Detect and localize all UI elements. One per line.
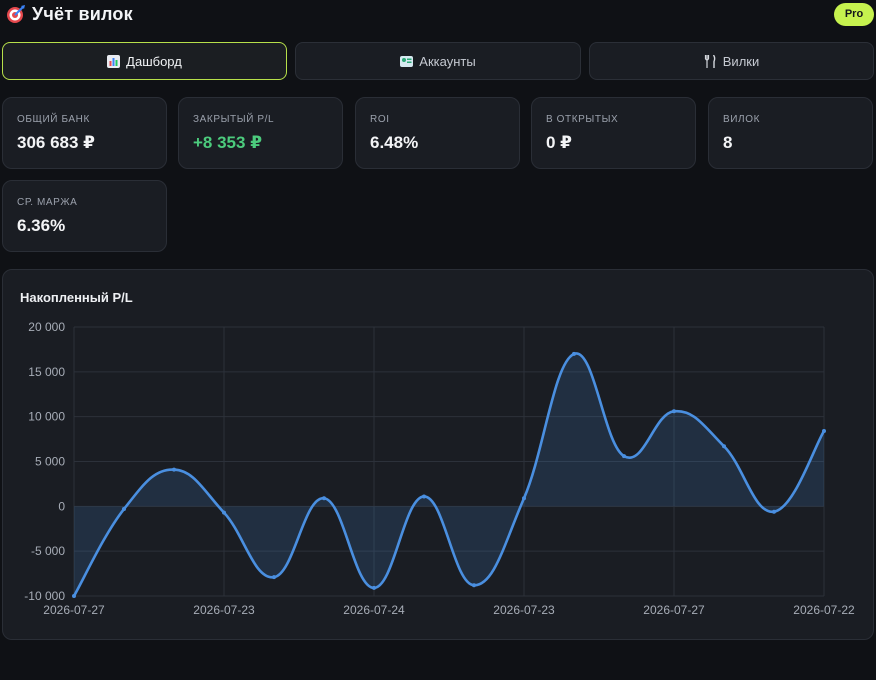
x-tick-label: 2026-07-24 (343, 603, 405, 617)
tab-accounts[interactable]: Аккаунты (295, 42, 581, 80)
stat-label: Ср. маржа (17, 197, 78, 208)
data-point[interactable] (372, 585, 376, 590)
stat-value: 306 683 ₽ (17, 133, 96, 152)
data-point[interactable] (272, 575, 276, 580)
data-point[interactable] (822, 429, 826, 434)
app-header: Учёт вилок Pro (0, 0, 876, 30)
y-tick-label: 15 000 (28, 365, 65, 379)
series-line (72, 352, 826, 597)
data-point[interactable] (672, 409, 676, 414)
x-tick-label: 2026-07-27 (643, 603, 705, 617)
app-title: Учёт вилок (32, 4, 133, 24)
y-tick-label: 5 000 (35, 455, 65, 469)
data-point[interactable] (572, 351, 576, 356)
data-point[interactable] (222, 510, 226, 515)
tab-forks-label: Вилки (722, 53, 760, 69)
stat-value: 0 ₽ (546, 133, 573, 152)
stat-card-avg-margin: Ср. маржа 6.36% (2, 180, 167, 252)
y-tick-label: 10 000 (28, 410, 65, 424)
data-point[interactable] (172, 467, 176, 472)
x-tick-label: 2026-07-27 (43, 603, 105, 617)
data-point[interactable] (322, 496, 326, 501)
target-icon (7, 5, 25, 23)
stat-value: +8 353 ₽ (193, 133, 263, 152)
tab-forks[interactable]: Вилки (589, 42, 874, 80)
x-tick-label: 2026-07-22 (793, 603, 855, 617)
stat-value: 6.36% (17, 216, 66, 235)
y-tick-label: -5 000 (31, 544, 65, 558)
pro-badge[interactable]: Pro (834, 3, 874, 26)
tab-dashboard-label: Дашборд (126, 53, 182, 69)
stat-label: ROI (370, 114, 390, 125)
chart-title: Накопленный P/L (20, 290, 133, 305)
x-tick-label: 2026-07-23 (493, 603, 555, 617)
series-area-fill (74, 353, 824, 596)
x-tick-label: 2026-07-23 (193, 603, 255, 617)
stat-label: Вилок (723, 114, 761, 125)
stat-card-open: В открытых 0 ₽ (531, 97, 696, 169)
data-point[interactable] (772, 509, 776, 514)
tab-accounts-label: Аккаунты (419, 53, 476, 69)
stat-value: 8 (723, 133, 733, 152)
fork-knife-icon (704, 54, 716, 68)
stat-label: В открытых (546, 114, 619, 125)
y-tick-label: 20 000 (28, 320, 65, 334)
stat-label: Закрытый P/L (193, 114, 275, 125)
data-point[interactable] (72, 594, 76, 598)
data-point[interactable] (722, 444, 726, 449)
stat-label: Общий банк (17, 114, 90, 125)
stat-card-roi: ROI 6.48% (355, 97, 520, 169)
stat-card-closed-pl: Закрытый P/L +8 353 ₽ (178, 97, 343, 169)
data-point[interactable] (522, 496, 526, 501)
data-point[interactable] (622, 454, 626, 459)
pl-chart-panel: Накопленный P/L 20 000 15 000 10 000 5 000 0… (2, 269, 874, 640)
y-tick-label: -10 000 (24, 589, 65, 603)
stat-card-forks-count: Вилок 8 (708, 97, 873, 169)
bar-chart-icon (107, 54, 121, 68)
data-point[interactable] (122, 507, 126, 512)
data-point[interactable] (422, 494, 426, 499)
data-point[interactable] (472, 583, 476, 588)
stat-value: 6.48% (370, 133, 419, 152)
account-card-icon (400, 55, 414, 67)
y-tick-label: 0 (58, 499, 65, 513)
stat-card-total-bank: Общий банк 306 683 ₽ (2, 97, 167, 169)
tab-dashboard[interactable]: Дашборд (2, 42, 287, 80)
